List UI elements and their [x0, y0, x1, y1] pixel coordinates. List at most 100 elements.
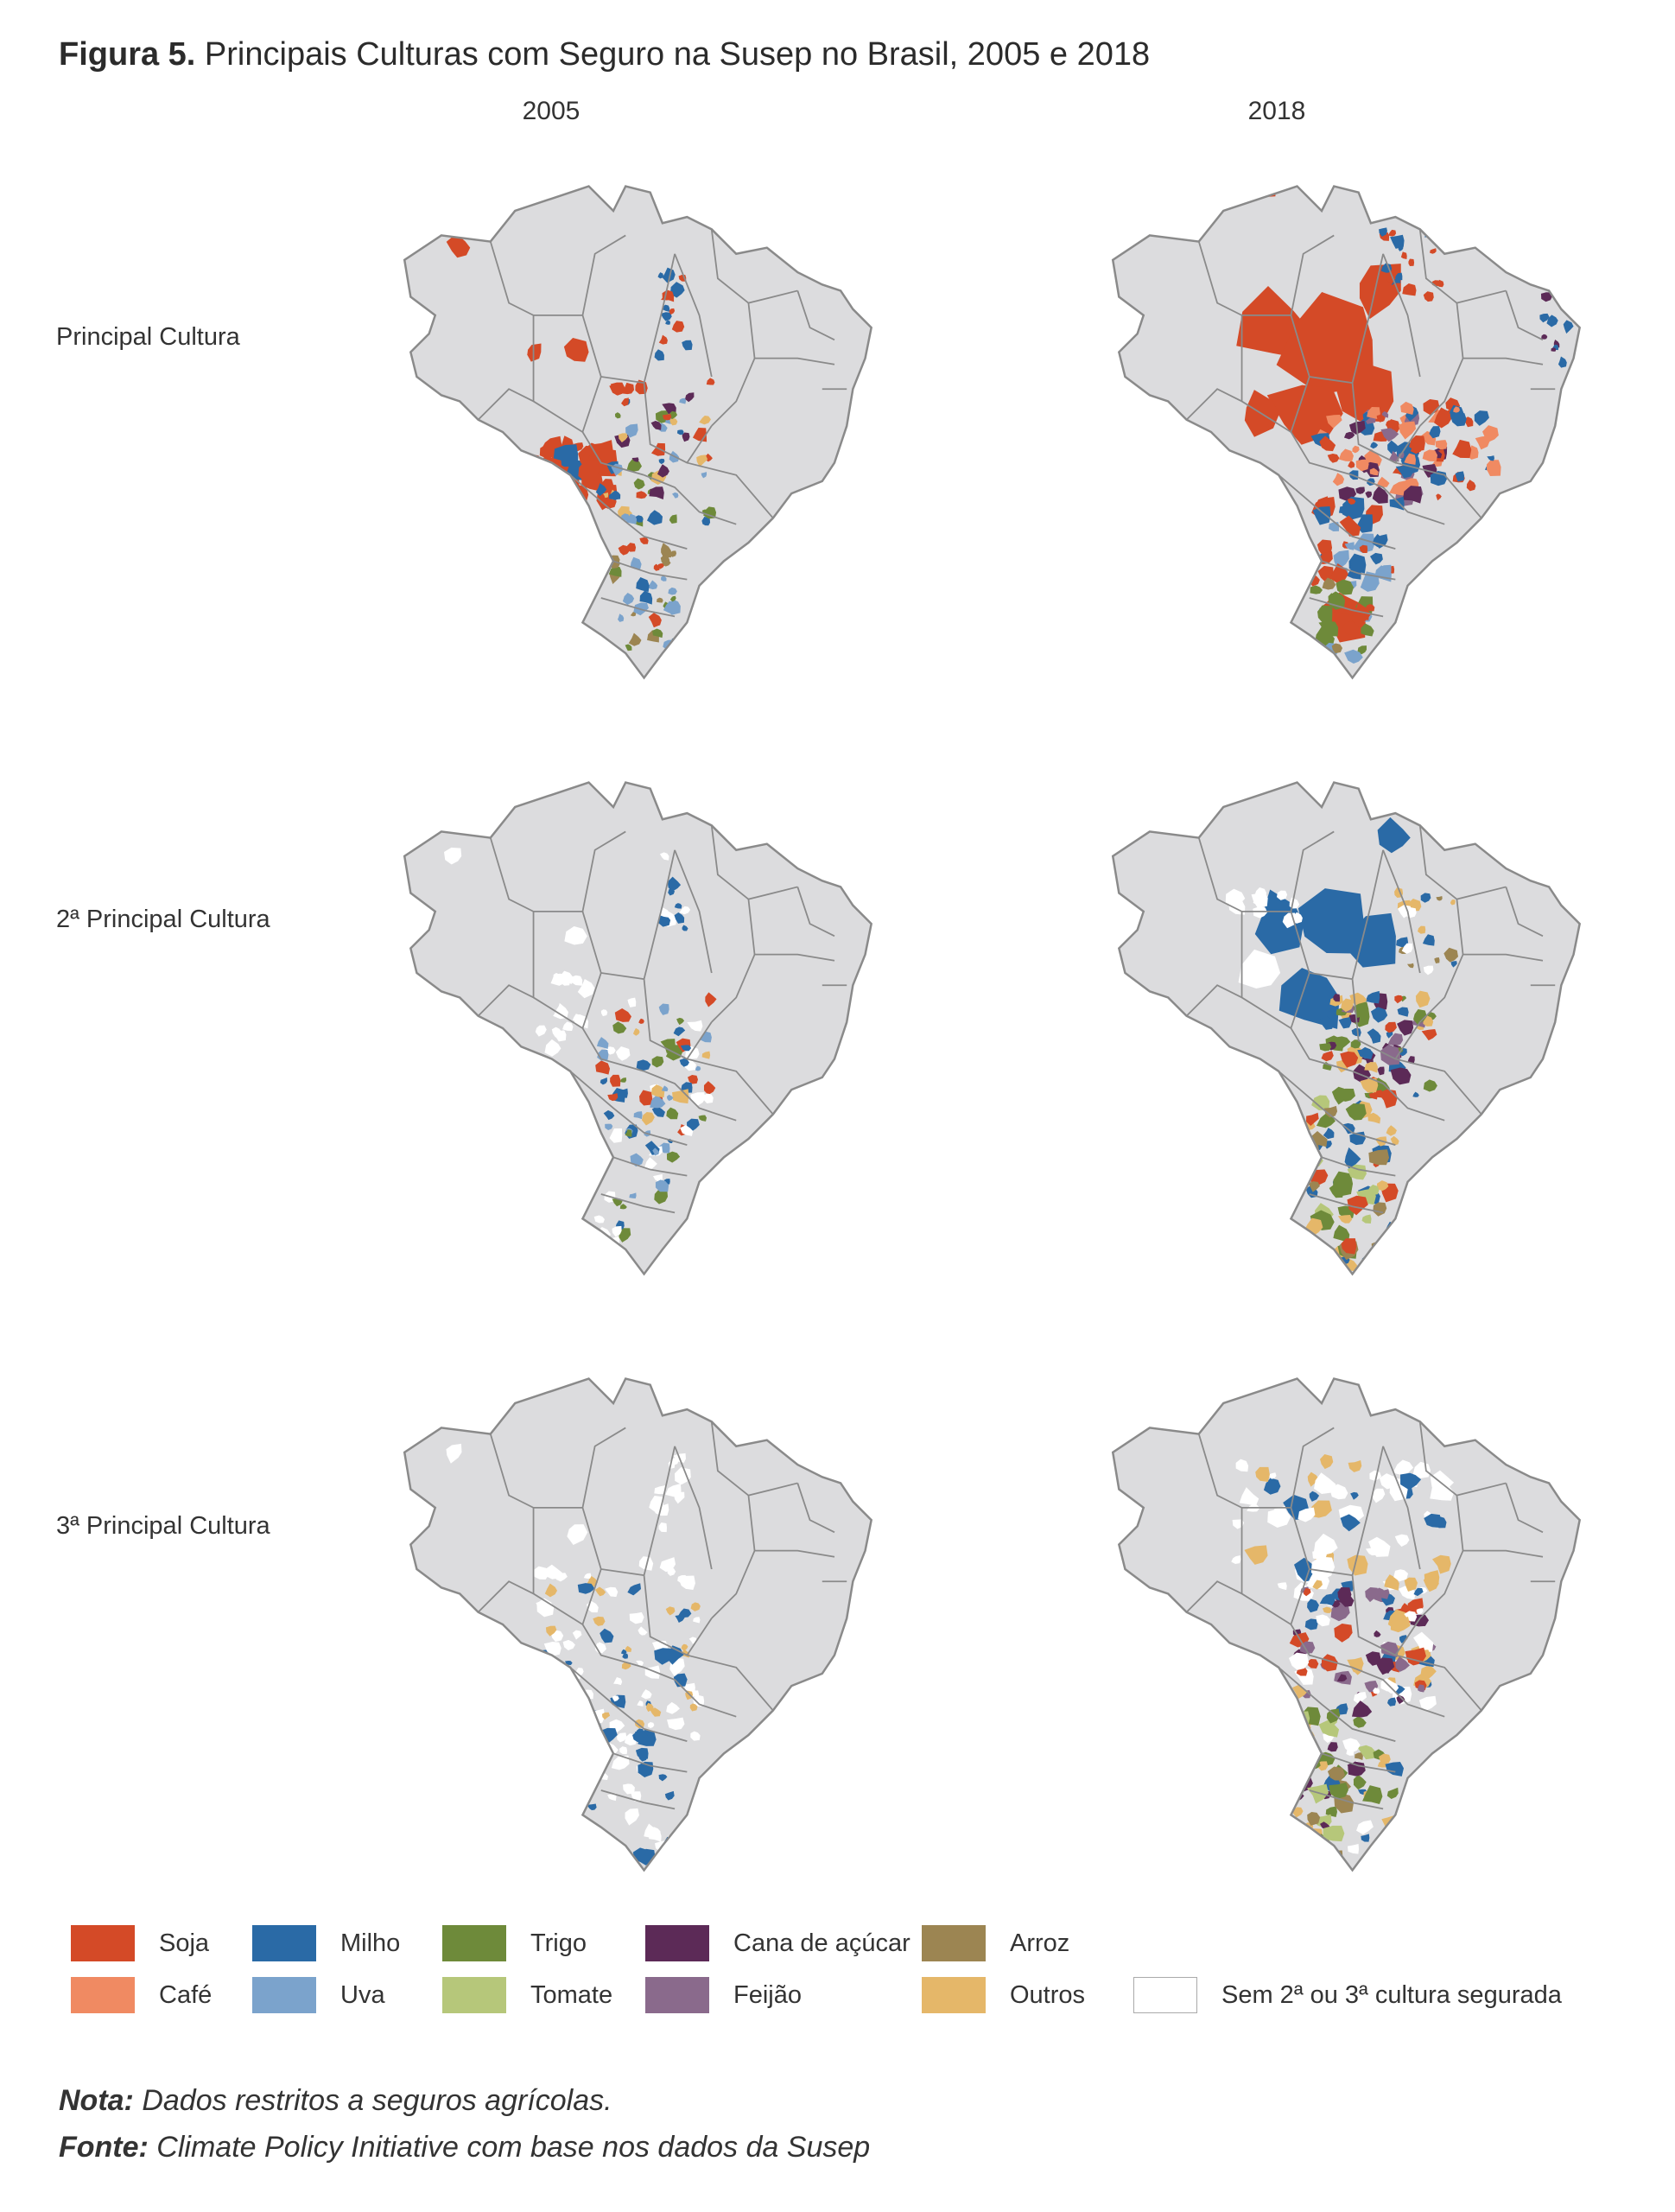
state-border	[1419, 358, 1464, 427]
state-borders	[1185, 229, 1556, 618]
legend-item-arroz: Arroz	[922, 1925, 1069, 1961]
state-border	[1505, 290, 1544, 341]
crop-region	[703, 1093, 714, 1104]
crop-region	[680, 1045, 692, 1052]
crop-region	[1325, 1806, 1337, 1818]
crop-region	[1353, 1716, 1367, 1728]
crop-region	[1374, 1842, 1388, 1856]
crop-region	[658, 1774, 668, 1782]
crop-region	[633, 1111, 643, 1120]
crop-region	[1455, 471, 1464, 482]
crop-region	[621, 1649, 627, 1655]
crop-region	[1341, 621, 1359, 635]
crop-region	[663, 1179, 670, 1185]
note-text: Dados restritos a seguros agrícolas.	[133, 2084, 612, 2117]
crop-region	[1450, 411, 1467, 427]
crop-region	[627, 543, 637, 552]
state-border	[710, 825, 798, 900]
crop-region	[562, 1639, 575, 1651]
crop-region	[625, 423, 638, 438]
note-label: Nota:	[59, 2084, 134, 2117]
crop-region	[594, 1643, 605, 1654]
crop-region	[701, 1051, 711, 1059]
crop-region	[654, 1189, 669, 1205]
crop-region	[666, 1701, 681, 1714]
crop-region	[1374, 1851, 1391, 1871]
crop-region	[613, 1676, 623, 1686]
crop-region	[1400, 251, 1407, 260]
crop-region	[1429, 426, 1441, 439]
legend-item-milho: Milho	[252, 1925, 400, 1961]
crop-region	[1347, 1164, 1367, 1180]
crop-region	[665, 1606, 676, 1616]
crop-region	[610, 1074, 621, 1087]
state-border	[796, 887, 835, 938]
crop-region	[1336, 359, 1394, 423]
crop-region	[1337, 1586, 1352, 1603]
crop-region	[638, 1018, 644, 1025]
crop-region	[1319, 1593, 1336, 1606]
crop-region	[680, 1125, 694, 1136]
crop-region	[607, 1093, 619, 1102]
crop-region	[651, 1106, 666, 1117]
crop-region	[1380, 1045, 1401, 1065]
crop-region	[1372, 1488, 1386, 1503]
crop-region	[1540, 292, 1553, 302]
state-border	[796, 290, 835, 341]
crop-region	[641, 1689, 652, 1700]
crop-region	[1351, 1700, 1373, 1718]
crop-region	[1294, 1746, 1310, 1760]
crop-region	[1375, 1657, 1395, 1675]
legend-swatch-cafe	[71, 1977, 135, 2013]
crop-region	[1413, 1631, 1434, 1654]
country-land	[404, 782, 872, 1274]
state-border	[569, 1667, 688, 1742]
crop-region	[1374, 1587, 1386, 1598]
crop-region	[577, 979, 595, 999]
crop-region	[1370, 1007, 1388, 1023]
crop-region	[674, 903, 682, 909]
crop-region	[610, 382, 625, 396]
crop-region	[1389, 283, 1401, 294]
crop-region	[1304, 1618, 1318, 1630]
crop-region	[675, 1467, 691, 1485]
crop-region	[1400, 1472, 1422, 1491]
legend-item-cana: Cana de açúcar	[645, 1925, 910, 1961]
crop-region	[651, 1056, 664, 1068]
crop-region	[1399, 1635, 1408, 1643]
crop-region	[650, 442, 666, 456]
legend-item-uva: Uva	[252, 1977, 385, 2013]
crop-region	[1344, 542, 1355, 550]
crop-region	[615, 1046, 631, 1061]
crop-region	[655, 1179, 669, 1192]
crop-region	[666, 1094, 674, 1102]
crop-region	[1362, 1785, 1383, 1804]
crop-region	[563, 338, 589, 362]
crop-region	[1450, 899, 1456, 906]
state-border	[644, 1070, 737, 1122]
crop-region	[648, 580, 658, 590]
crop-region	[603, 492, 609, 499]
crop-region	[706, 378, 715, 385]
state-border	[1418, 1421, 1507, 1497]
crop-region	[667, 1567, 676, 1576]
crop-region	[660, 554, 670, 566]
legend-swatch-uva	[252, 1977, 316, 2013]
crop-region	[1415, 990, 1431, 1008]
crop-region	[669, 550, 677, 557]
crop-region	[619, 1746, 628, 1755]
crop-region	[1323, 1128, 1335, 1140]
crop-region	[687, 1020, 703, 1032]
state-borders	[477, 825, 847, 1214]
state-border	[581, 830, 626, 912]
crop-region	[627, 1583, 641, 1596]
crop-region	[669, 308, 676, 315]
crop-region	[649, 486, 664, 499]
crop-region	[593, 1616, 606, 1626]
state-border	[1290, 830, 1335, 912]
crop-region	[1424, 1513, 1442, 1528]
crop-region	[638, 1626, 648, 1636]
crop-region	[1329, 1484, 1348, 1500]
crop-region	[669, 417, 678, 426]
crop-region	[1317, 650, 1326, 659]
